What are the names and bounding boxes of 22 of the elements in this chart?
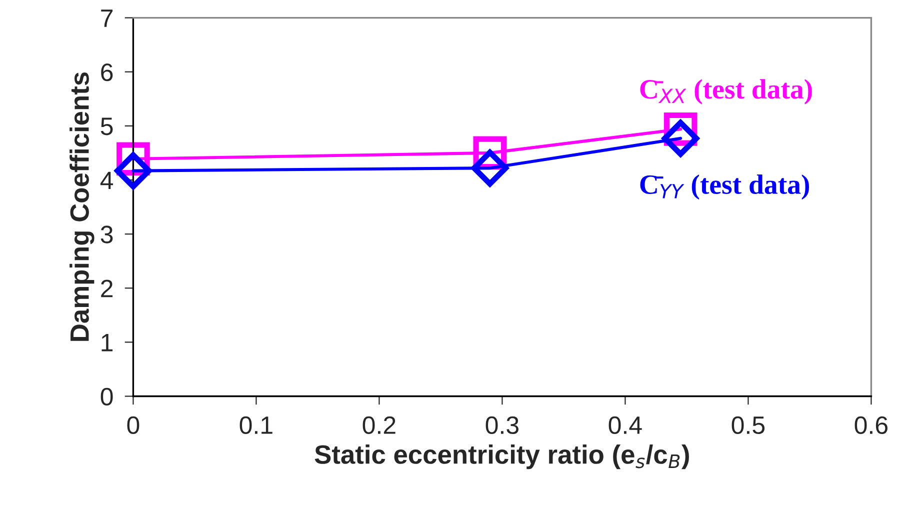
y-tick-label: 1	[102, 334, 113, 352]
x-tick-label: 0.4	[608, 416, 642, 434]
y-tick-label: 3	[100, 226, 113, 244]
y-tick-label: 4	[100, 172, 114, 190]
point	[114, 152, 152, 190]
point	[471, 150, 508, 187]
y-tick-label: 5	[100, 118, 113, 136]
x-tick-label: 0.2	[362, 416, 396, 434]
y-tick-label: 2	[101, 280, 112, 298]
y-tick-label: 0	[100, 388, 113, 406]
x-axis-title: Static eccentricity ratio (e$_{s}$/c$_{B}$)	[314, 444, 689, 470]
series-label: C̄$_{YY}$ (test data)	[640, 174, 810, 200]
point	[662, 120, 700, 157]
x-tick-label: 0	[127, 416, 140, 434]
y-tick-label: 7	[101, 10, 112, 27]
y-axis-title: Damping Coefficients	[70, 72, 94, 341]
x-tick-label: 0.5	[732, 416, 765, 434]
x-tick-label: 0.6	[854, 416, 888, 434]
x-tick-label: 0.1	[240, 416, 272, 434]
series-label: C̄$_{XX}$ (test data)	[640, 79, 812, 104]
x-tick-label: 0.3	[486, 416, 518, 434]
y-tick-label: 6	[101, 63, 113, 82]
